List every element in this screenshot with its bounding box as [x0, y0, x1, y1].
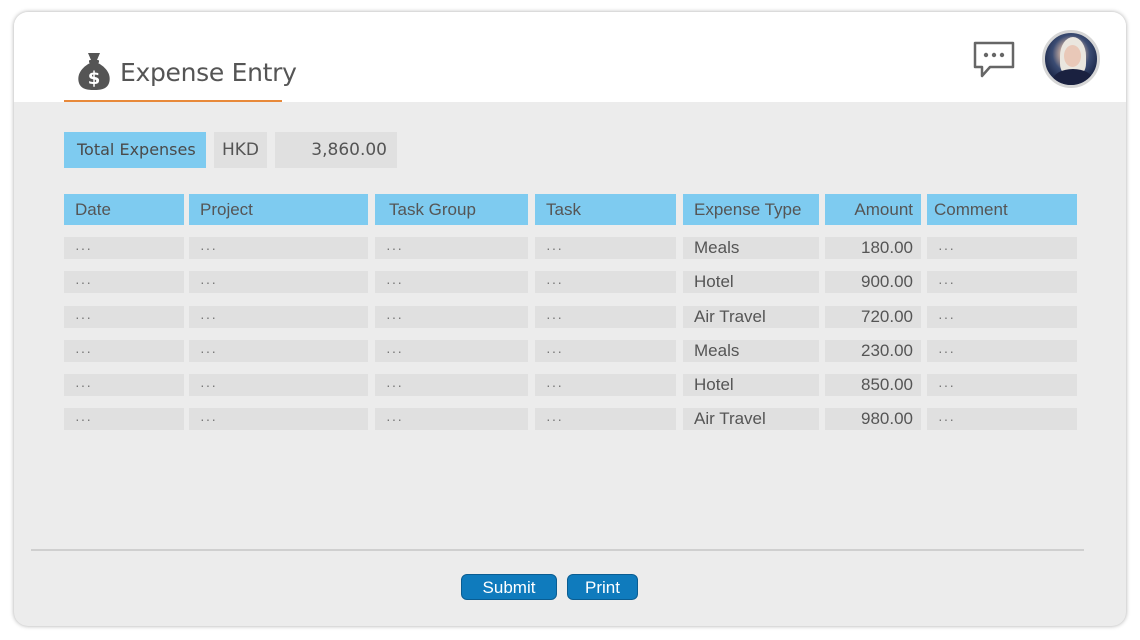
table-cell-task-group[interactable]: ···	[375, 408, 528, 430]
table-cell-amount[interactable]: 720.00	[825, 306, 921, 328]
table-cell-amount[interactable]: 980.00	[825, 408, 921, 430]
column-header-task-group[interactable]: Task Group	[375, 194, 528, 225]
table-cell-project[interactable]: ···	[189, 271, 368, 293]
table-cell-comment[interactable]: ···	[927, 306, 1077, 328]
currency-field: HKD	[214, 132, 267, 168]
table-cell-task-group[interactable]: ···	[375, 237, 528, 259]
table-cell-task-group[interactable]: ···	[375, 306, 528, 328]
user-avatar[interactable]	[1042, 30, 1100, 88]
table-cell-date[interactable]: ···	[64, 306, 184, 328]
column-header-project[interactable]: Project	[189, 194, 368, 225]
table-cell-task[interactable]: ···	[535, 340, 676, 362]
page-title-tab: $ Expense Entry	[64, 48, 297, 102]
table-cell-task-group[interactable]: ···	[375, 271, 528, 293]
table-cell-task-group[interactable]: ···	[375, 340, 528, 362]
table-cell-project[interactable]: ···	[189, 306, 368, 328]
table-cell-expense-type[interactable]: Hotel	[683, 271, 819, 293]
chat-bubble-icon[interactable]	[972, 40, 1016, 80]
total-expenses-label: Total Expenses	[64, 132, 206, 168]
expense-entry-card: $ Expense Entry Total Expenses HKD 3,860…	[14, 12, 1126, 626]
table-cell-expense-type[interactable]: Hotel	[683, 374, 819, 396]
avatar-coat	[1053, 69, 1093, 85]
footer-divider	[31, 549, 1084, 551]
table-cell-amount[interactable]: 850.00	[825, 374, 921, 396]
table-cell-date[interactable]: ···	[64, 408, 184, 430]
table-cell-project[interactable]: ···	[189, 374, 368, 396]
table-cell-project[interactable]: ···	[189, 340, 368, 362]
column-header-task[interactable]: Task	[535, 194, 676, 225]
table-cell-comment[interactable]: ···	[927, 237, 1077, 259]
column-header-date[interactable]: Date	[64, 194, 184, 225]
total-expenses-value: 3,860.00	[275, 132, 397, 168]
table-cell-amount[interactable]: 180.00	[825, 237, 921, 259]
table-cell-amount[interactable]: 900.00	[825, 271, 921, 293]
table-cell-expense-type[interactable]: Air Travel	[683, 408, 819, 430]
table-cell-comment[interactable]: ···	[927, 408, 1077, 430]
svg-text:$: $	[88, 68, 101, 89]
table-cell-task[interactable]: ···	[535, 237, 676, 259]
table-cell-task[interactable]: ···	[535, 408, 676, 430]
table-cell-project[interactable]: ···	[189, 408, 368, 430]
table-cell-expense-type[interactable]: Air Travel	[683, 306, 819, 328]
table-cell-comment[interactable]: ···	[927, 374, 1077, 396]
table-cell-project[interactable]: ···	[189, 237, 368, 259]
print-button[interactable]: Print	[567, 574, 638, 600]
column-header-expense-type[interactable]: Expense Type	[683, 194, 819, 225]
money-bag-icon: $	[78, 53, 110, 90]
page-title: Expense Entry	[120, 58, 297, 87]
table-cell-amount[interactable]: 230.00	[825, 340, 921, 362]
table-cell-date[interactable]: ···	[64, 237, 184, 259]
table-cell-comment[interactable]: ···	[927, 271, 1077, 293]
table-cell-task[interactable]: ···	[535, 306, 676, 328]
column-header-comment[interactable]: Comment	[927, 194, 1077, 225]
table-cell-task-group[interactable]: ···	[375, 374, 528, 396]
avatar-face	[1064, 45, 1081, 67]
table-cell-expense-type[interactable]: Meals	[683, 237, 819, 259]
table-cell-date[interactable]: ···	[64, 374, 184, 396]
table-cell-expense-type[interactable]: Meals	[683, 340, 819, 362]
table-cell-task[interactable]: ···	[535, 374, 676, 396]
submit-button[interactable]: Submit	[461, 574, 557, 600]
table-cell-comment[interactable]: ···	[927, 340, 1077, 362]
page-header: $ Expense Entry	[14, 12, 1126, 102]
table-cell-task[interactable]: ···	[535, 271, 676, 293]
table-cell-date[interactable]: ···	[64, 271, 184, 293]
table-cell-date[interactable]: ···	[64, 340, 184, 362]
column-header-amount[interactable]: Amount	[825, 194, 921, 225]
